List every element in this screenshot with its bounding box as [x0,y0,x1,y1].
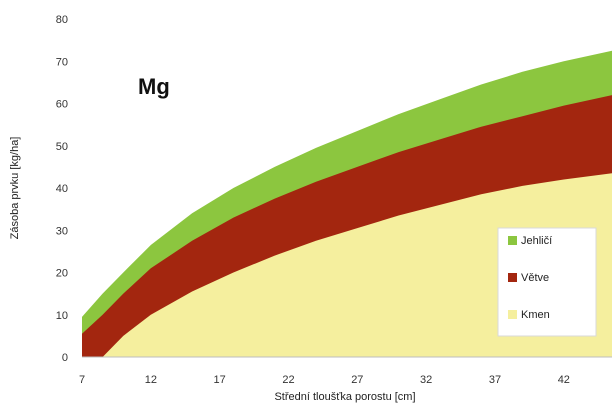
x-tick-label: 17 [214,374,226,386]
y-tick-label: 80 [56,14,68,26]
y-tick-label: 70 [56,56,68,68]
y-tick-labels: 0 10 20 30 40 50 60 70 80 [56,14,68,364]
legend-label: Jehličí [521,235,552,247]
legend-swatch [508,310,517,319]
legend-swatch [508,273,517,282]
x-axis-title: Střední tloušťka porostu [cm] [274,391,415,403]
x-tick-label: 22 [282,374,294,386]
x-tick-label: 37 [489,374,501,386]
x-tick-labels: 7 12 17 22 27 32 37 42 [79,374,570,386]
x-tick-label: 7 [79,374,85,386]
x-tick-label: 27 [351,374,363,386]
x-tick-label: 12 [145,374,157,386]
legend-label: Větve [521,272,549,284]
y-tick-label: 20 [56,268,68,280]
panel-label: Mg [138,74,170,99]
y-tick-label: 30 [56,225,68,237]
y-tick-label: 10 [56,310,68,322]
legend-swatch [508,236,517,245]
y-tick-label: 40 [56,183,68,195]
y-tick-label: 50 [56,141,68,153]
y-tick-label: 60 [56,99,68,111]
x-tick-label: 42 [558,374,570,386]
y-axis-title: Zásoba prvku [kg/ha] [9,137,21,240]
x-tick-label: 32 [420,374,432,386]
legend: Jehličí Větve Kmen [498,228,596,336]
legend-label: Kmen [521,309,550,321]
y-tick-label: 0 [62,352,68,364]
